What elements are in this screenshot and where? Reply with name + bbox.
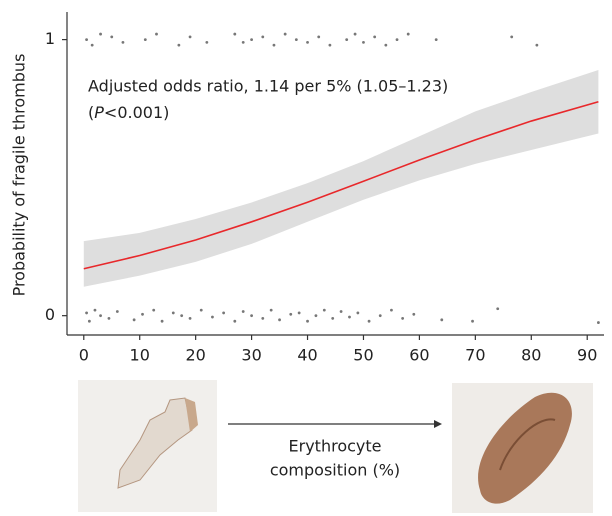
point [132, 318, 136, 322]
point [496, 307, 500, 311]
x-tick-label: 30 [241, 346, 261, 365]
point [115, 310, 119, 313]
right-image [452, 383, 593, 513]
point [367, 319, 371, 323]
point [278, 318, 281, 322]
point [434, 38, 438, 42]
point [222, 311, 226, 315]
point [90, 43, 94, 47]
point [362, 40, 365, 44]
x-axis-label: composition (%) [270, 461, 400, 480]
point [384, 43, 388, 47]
point [597, 321, 600, 324]
point [85, 311, 88, 315]
point [107, 317, 111, 320]
point [233, 319, 237, 323]
x-tick-label: 90 [577, 346, 597, 365]
point [322, 308, 326, 312]
point [188, 35, 192, 39]
point [412, 312, 416, 316]
point [535, 43, 539, 47]
point [289, 312, 293, 316]
point [306, 40, 309, 44]
point [348, 315, 351, 319]
point [345, 38, 349, 42]
point [250, 38, 253, 42]
point [241, 310, 245, 313]
point [261, 35, 265, 39]
point [199, 308, 203, 312]
y-tick-label: 0 [45, 305, 55, 324]
point [339, 310, 343, 313]
x-axis-label: Erythrocyte [289, 437, 382, 456]
point [297, 311, 301, 315]
point [272, 43, 276, 47]
point [250, 314, 253, 318]
point [241, 40, 245, 44]
fit-line [83, 100, 599, 270]
x-tick-label: 80 [521, 346, 541, 365]
point [373, 35, 377, 39]
point [331, 317, 335, 320]
point [378, 314, 382, 318]
point [294, 38, 298, 42]
point [401, 317, 405, 320]
point [211, 315, 214, 319]
point [143, 38, 147, 42]
point [110, 35, 114, 39]
annotation: Adjusted odds ratio, 1.14 per 5% (1.05–1… [88, 77, 448, 96]
point [406, 32, 410, 36]
x-tick-label: 0 [79, 346, 89, 365]
point [93, 308, 97, 312]
point [390, 308, 393, 312]
point [353, 32, 357, 36]
x-tick-label: 10 [130, 346, 150, 365]
point [87, 319, 91, 323]
x-tick-label: 70 [465, 346, 485, 365]
point [471, 319, 474, 323]
point [177, 43, 181, 47]
annotation-part: <0.001) [104, 103, 169, 122]
point [261, 317, 265, 320]
annotation-part: ( [88, 103, 94, 122]
point [283, 32, 287, 36]
point [152, 308, 156, 312]
point [233, 32, 237, 36]
point [121, 40, 125, 44]
point [180, 314, 184, 318]
point [317, 35, 321, 39]
left-image [78, 380, 217, 512]
point [328, 43, 332, 47]
confidence-band [83, 69, 599, 287]
point [141, 312, 144, 316]
point [85, 38, 88, 42]
x-tick-label: 40 [297, 346, 317, 365]
point [155, 32, 158, 36]
x-tick-label: 50 [353, 346, 373, 365]
y-tick-label: 1 [45, 29, 55, 48]
point [171, 311, 175, 315]
point [314, 314, 318, 318]
arrow-head [434, 420, 442, 428]
point [205, 40, 209, 44]
y-axis-label: Probability of fragile thrombus [10, 54, 29, 297]
point [99, 32, 102, 36]
x-tick-label: 60 [409, 346, 429, 365]
annotation-part: P [94, 103, 104, 122]
point [356, 311, 360, 315]
annotation-p: (P<0.001) [88, 103, 169, 122]
point [269, 308, 273, 312]
point [440, 318, 444, 322]
x-tick-label: 20 [185, 346, 205, 365]
point [99, 314, 102, 318]
point [188, 317, 192, 320]
point [395, 38, 399, 42]
point [306, 319, 309, 323]
point [160, 319, 164, 323]
point [510, 35, 514, 39]
